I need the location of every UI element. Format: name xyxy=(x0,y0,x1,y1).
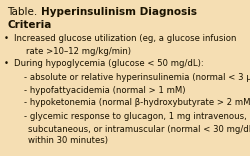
Text: - glycemic response to glucagon, 1 mg intravenous,: - glycemic response to glucagon, 1 mg in… xyxy=(24,112,246,121)
Text: rate >10–12 mg/kg/min): rate >10–12 mg/kg/min) xyxy=(26,47,131,56)
Text: •: • xyxy=(4,34,9,43)
Text: During hypoglycemia (glucose < 50 mg/dL):: During hypoglycemia (glucose < 50 mg/dL)… xyxy=(14,59,203,68)
Text: Hyperinsulinism Diagnosis: Hyperinsulinism Diagnosis xyxy=(41,7,197,17)
Text: subcutaneous, or intramuscular (normal < 30 mg/dL: subcutaneous, or intramuscular (normal <… xyxy=(28,125,250,134)
Text: Increased glucose utilization (eg, a glucose infusion: Increased glucose utilization (eg, a glu… xyxy=(14,34,236,43)
Text: Criteria: Criteria xyxy=(8,20,52,30)
Text: - hypoketonemia (normal β-hydroxybutyrate > 2 mM): - hypoketonemia (normal β-hydroxybutyrat… xyxy=(24,98,250,107)
Text: •: • xyxy=(4,59,9,68)
Text: within 30 minutes): within 30 minutes) xyxy=(28,136,108,146)
Text: - hypofattyacidemia (normal > 1 mM): - hypofattyacidemia (normal > 1 mM) xyxy=(24,86,185,95)
Text: - absolute or relative hyperinsulinemia (normal < 3 μU/mL): - absolute or relative hyperinsulinemia … xyxy=(24,73,250,82)
Text: Table.: Table. xyxy=(8,7,41,17)
